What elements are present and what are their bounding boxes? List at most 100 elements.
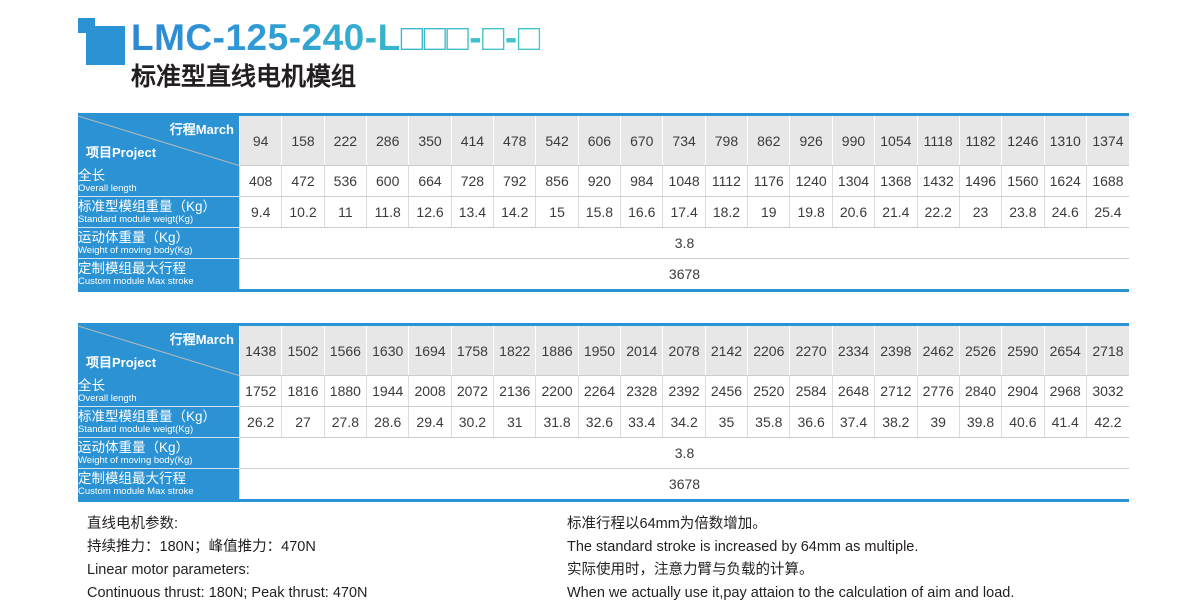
data-cell: 600 — [366, 165, 409, 197]
data-cell: 2264 — [577, 375, 621, 407]
data-cell: 2136 — [493, 375, 536, 407]
data-cell: 20.6 — [831, 196, 875, 228]
row-label-cell: 标准型模组重量（Kg） Standard module weigt(Kg) — [78, 406, 240, 438]
data-cell: 1240 — [789, 165, 833, 197]
data-cell: 2072 — [450, 375, 494, 407]
table-header-row: 行程March 项目Project 94 158 222 286 350 414 478 542 6… — [78, 114, 1129, 166]
data-cell: 2968 — [1043, 375, 1087, 407]
data-cell: 1944 — [366, 375, 409, 407]
row-label-cell: 定制模组最大行程 Custom module Max stroke — [78, 468, 240, 501]
stroke-header-cell: 1310 — [1043, 114, 1087, 166]
data-cell: 15 — [535, 196, 579, 228]
data-cell: 39 — [916, 406, 960, 438]
note-line: The standard stroke is increased by 64mm… — [567, 539, 919, 555]
table-body: 行程March 项目Project 1438 1502 1566 1630 1694 1758… — [78, 324, 1129, 501]
data-cell: 1176 — [747, 165, 790, 197]
data-cell: 2584 — [789, 375, 833, 407]
square-logo-icon — [78, 18, 125, 65]
note-line: 标准行程以64mm为倍数增加。 — [567, 516, 767, 532]
data-cell: 2008 — [408, 375, 452, 407]
row-label-cn: 定制模组最大行程 — [78, 471, 186, 486]
data-cell: 22.2 — [916, 196, 960, 228]
data-cell: 11.8 — [366, 196, 409, 228]
row-label-cell: 定制模组最大行程 Custom module Max stroke — [78, 258, 240, 291]
row-label-cell: 标准型模组重量（Kg） Standard module weigt(Kg) — [78, 196, 240, 228]
spec-table-stroke-94-1374: 行程March 项目Project 94 158 222 286 350 414 478 542 6… — [78, 113, 1129, 292]
stroke-header-cell: 606 — [577, 114, 621, 166]
stroke-header-cell: 990 — [831, 114, 875, 166]
data-cell: 408 — [238, 165, 282, 197]
data-cell: 21.4 — [874, 196, 917, 228]
stroke-header-cell: 2206 — [747, 324, 790, 376]
stroke-header-cell: 542 — [535, 114, 579, 166]
stroke-header-cell: 94 — [238, 114, 282, 166]
data-cell: 472 — [281, 165, 325, 197]
stroke-header-cell: 1886 — [535, 324, 579, 376]
data-cell: 728 — [450, 165, 494, 197]
data-cell: 1688 — [1085, 165, 1129, 197]
row-label-en: Overall length — [78, 392, 137, 404]
stroke-header-cell: 478 — [493, 114, 536, 166]
data-cell: 1752 — [238, 375, 282, 407]
data-cell: 26.2 — [238, 406, 282, 438]
stroke-header-cell: 862 — [747, 114, 790, 166]
data-cell: 2328 — [620, 375, 663, 407]
data-cell: 11 — [323, 196, 367, 228]
stroke-header-cell: 1374 — [1085, 114, 1129, 166]
data-cell: 42.2 — [1085, 406, 1129, 438]
data-cell: 40.6 — [1001, 406, 1045, 438]
data-cell: 2840 — [958, 375, 1002, 407]
data-cell: 39.8 — [958, 406, 1002, 438]
stroke-header-cell: 1566 — [323, 324, 367, 376]
stroke-header-cell: 798 — [704, 114, 748, 166]
merged-data-cell: 3678 — [239, 468, 1129, 501]
data-cell: 27.8 — [323, 406, 367, 438]
data-cell: 30.2 — [450, 406, 494, 438]
data-cell: 856 — [535, 165, 579, 197]
page-subtitle: 标准型直线电机模组 — [131, 63, 357, 91]
table-row: 全长 Overall length 408 472 536 600 664 728 792 856… — [78, 165, 1129, 197]
stroke-header-cell: 734 — [662, 114, 706, 166]
data-cell: 664 — [408, 165, 452, 197]
data-cell: 23.8 — [1001, 196, 1045, 228]
table-row: 全长 Overall length 1752 1816 1880 1944 2008 2072… — [78, 375, 1129, 407]
data-cell: 2392 — [662, 375, 706, 407]
corner-label-march: 行程March — [169, 332, 234, 347]
corner-label-project: 项目Project — [86, 144, 157, 160]
data-cell: 28.6 — [366, 406, 409, 438]
corner-label-march: 行程March — [169, 122, 234, 137]
row-label-en: Overall length — [78, 182, 137, 194]
row-label-en: Standard module weigt(Kg) — [78, 214, 194, 225]
stroke-header-cell: 926 — [789, 114, 833, 166]
data-cell: 920 — [577, 165, 621, 197]
note-line: When we actually use it,pay attaion to t… — [567, 585, 1015, 601]
row-label-cn: 标准型模组重量（Kg） — [78, 199, 217, 214]
stroke-header-cell: 350 — [408, 114, 452, 166]
table-header-row: 行程March 项目Project 1438 1502 1566 1630 1694 1758… — [78, 324, 1129, 376]
stroke-header-cell: 1118 — [916, 114, 960, 166]
notes-stroke-usage: 标准行程以64mm为倍数增加。 The standard stroke is in… — [567, 513, 1187, 605]
data-cell: 32.6 — [577, 406, 621, 438]
stroke-header-cell: 158 — [281, 114, 325, 166]
data-cell: 2776 — [916, 375, 960, 407]
data-cell: 35 — [704, 406, 748, 438]
data-cell: 18.2 — [704, 196, 748, 228]
data-cell: 1432 — [916, 165, 960, 197]
data-cell: 35.8 — [747, 406, 790, 438]
note-line: Continuous thrust: 180N; Peak thrust: 47… — [87, 585, 368, 601]
data-cell: 38.2 — [874, 406, 917, 438]
data-cell: 15.8 — [577, 196, 621, 228]
data-cell: 29.4 — [408, 406, 452, 438]
data-cell: 1624 — [1043, 165, 1087, 197]
notes-linear-motor-parameters: 直线电机参数: 持续推力：180N；峰值推力：470N Linear motor p… — [87, 513, 557, 605]
merged-data-cell: 3.8 — [239, 437, 1129, 469]
data-cell: 1816 — [281, 375, 325, 407]
stroke-header-cell: 1502 — [281, 324, 325, 376]
data-cell: 1112 — [704, 165, 748, 197]
data-cell: 27 — [281, 406, 325, 438]
stroke-header-cell: 1054 — [874, 114, 917, 166]
table-row: 标准型模组重量（Kg） Standard module weigt(Kg) 9.4 1… — [78, 196, 1129, 228]
table-row: 标准型模组重量（Kg） Standard module weigt(Kg) 26.2… — [78, 406, 1129, 438]
data-cell: 41.4 — [1043, 406, 1087, 438]
merged-data-cell: 3678 — [239, 258, 1129, 291]
